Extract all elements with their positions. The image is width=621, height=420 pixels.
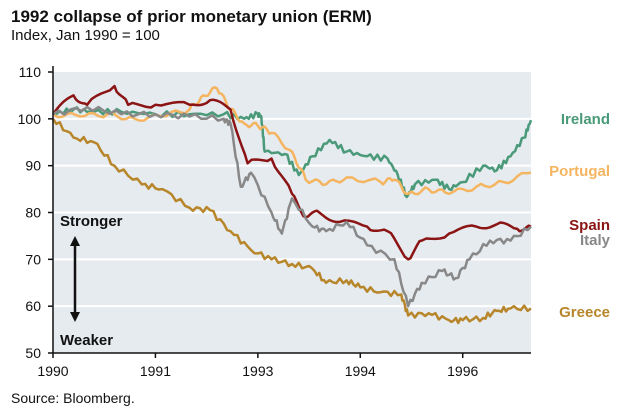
arrow-down-icon [70,312,80,322]
series-label-ireland: Ireland [561,111,610,128]
x-tick-label: 1993 [242,363,273,379]
x-tick-label: 1996 [447,363,478,379]
y-tick-label: 50 [25,345,41,361]
series-label-spain: Spain [569,217,610,234]
y-tick-label: 110 [19,64,42,80]
chart-source: Source: Bloomberg. [11,390,135,406]
y-tick-label: 80 [25,205,41,221]
stronger-label: Stronger [60,213,123,230]
series-label-portugal: Portugal [549,163,610,180]
series-line-greece [51,118,532,325]
series-line-spain [51,84,532,261]
y-tick-label: 70 [25,251,41,267]
x-tick-label: 1991 [140,363,171,379]
x-tick-label: 1990 [37,363,68,379]
strength-annotation: Stronger Weaker [60,213,123,349]
series-label-greece: Greece [559,304,610,321]
x-tick-label: 1994 [345,363,376,379]
chart-subtitle: Index, Jan 1990 = 100 [11,27,160,44]
y-tick-label: 90 [25,158,41,174]
y-tick-label: 60 [25,298,41,314]
series-label-italy: Italy [580,232,611,249]
weaker-label: Weaker [60,332,113,349]
series-line-italy [52,105,532,308]
y-tick-label: 100 [18,111,42,127]
arrow-up-icon [70,236,80,246]
chart-title: 1992 collapse of prior monetary union (E… [11,7,372,26]
